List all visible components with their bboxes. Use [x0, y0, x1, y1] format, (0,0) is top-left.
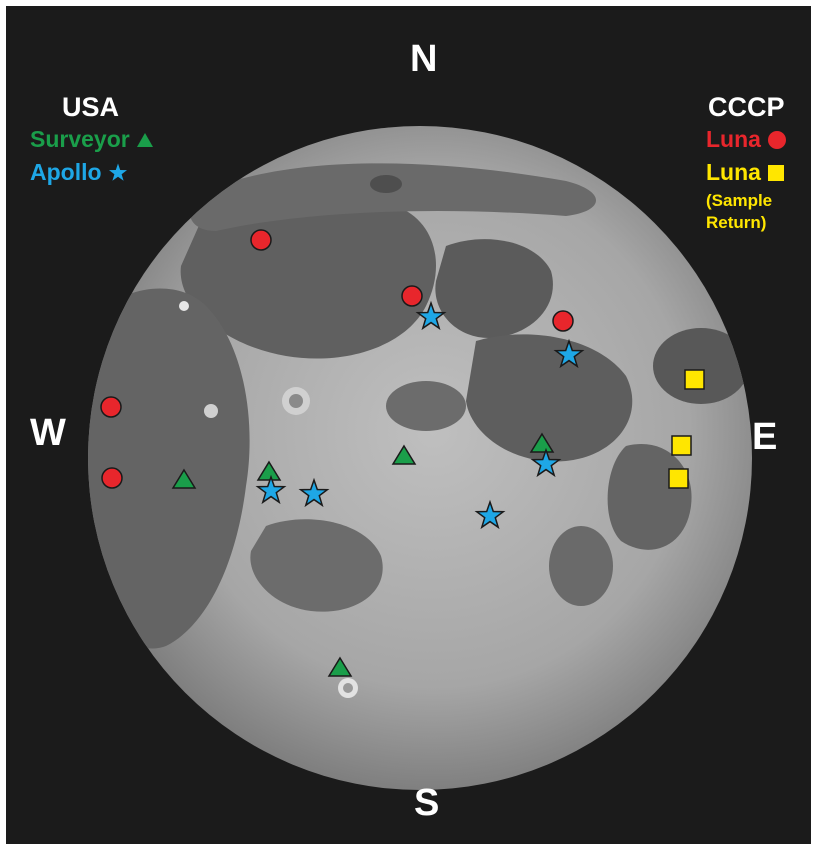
- apollo-landing-sites: [255, 300, 585, 530]
- apollo-site-marker: [255, 474, 287, 505]
- luna-sample-site-marker: [671, 435, 692, 456]
- legend-apollo-label: Apollo: [30, 159, 102, 185]
- compass-north-label: N: [410, 38, 438, 80]
- legend-surveyor: Surveyor: [30, 126, 154, 153]
- compass-east-label: E: [752, 416, 778, 458]
- apollo-site-marker: [553, 338, 585, 369]
- legend-apollo: Apollo: [30, 159, 128, 186]
- apollo-site-marker: [530, 447, 562, 478]
- surveyor-site-marker: [391, 444, 417, 465]
- legend-cccp-heading: CCCP: [708, 92, 785, 122]
- luna-landing-sites: [100, 229, 574, 489]
- luna-site-marker: [101, 467, 123, 489]
- legend-luna-sample-sublabel-line2: Return): [706, 213, 767, 232]
- legend-luna-sample-sublabel: (Sample Return): [706, 190, 772, 234]
- surveyor-site-marker: [529, 432, 555, 453]
- apollo-site-marker: [415, 300, 447, 331]
- surveyor-site-marker: [171, 468, 197, 489]
- legend-surveyor-label: Surveyor: [30, 126, 130, 152]
- luna-sample-return-sites: [668, 369, 705, 489]
- compass-west-label: W: [30, 412, 66, 454]
- surveyor-site-marker: [256, 460, 282, 481]
- circle-icon: [767, 130, 786, 149]
- luna-site-marker: [552, 310, 574, 332]
- square-icon: [767, 164, 784, 181]
- luna-sample-site-marker: [684, 369, 705, 390]
- lunar-maria: [88, 163, 749, 698]
- apollo-site-marker: [298, 477, 330, 508]
- moon-map-frame: N S W E USA Surveyor Apollo CCCP Luna Lu…: [6, 6, 811, 844]
- legend-luna-label: Luna: [706, 126, 761, 152]
- moon-map-canvas: [88, 126, 752, 790]
- compass-south-label: S: [414, 782, 440, 824]
- legend-luna-sample: Luna: [706, 159, 785, 186]
- star-icon: [108, 163, 127, 181]
- luna-site-marker: [250, 229, 272, 251]
- legend-usa-heading: USA: [62, 92, 120, 122]
- triangle-icon: [136, 132, 153, 147]
- surveyor-site-marker: [327, 656, 353, 677]
- luna-sample-site-marker: [668, 468, 689, 489]
- luna-site-marker: [100, 396, 122, 418]
- legend-luna-sample-sublabel-line1: (Sample: [706, 191, 773, 210]
- apollo-site-marker: [474, 499, 506, 530]
- legend-luna-sample-label: Luna: [706, 159, 761, 185]
- surveyor-landing-sites: [171, 432, 555, 677]
- legend-luna: Luna: [706, 126, 787, 153]
- luna-site-marker: [401, 285, 423, 307]
- moon-disk: [88, 126, 752, 790]
